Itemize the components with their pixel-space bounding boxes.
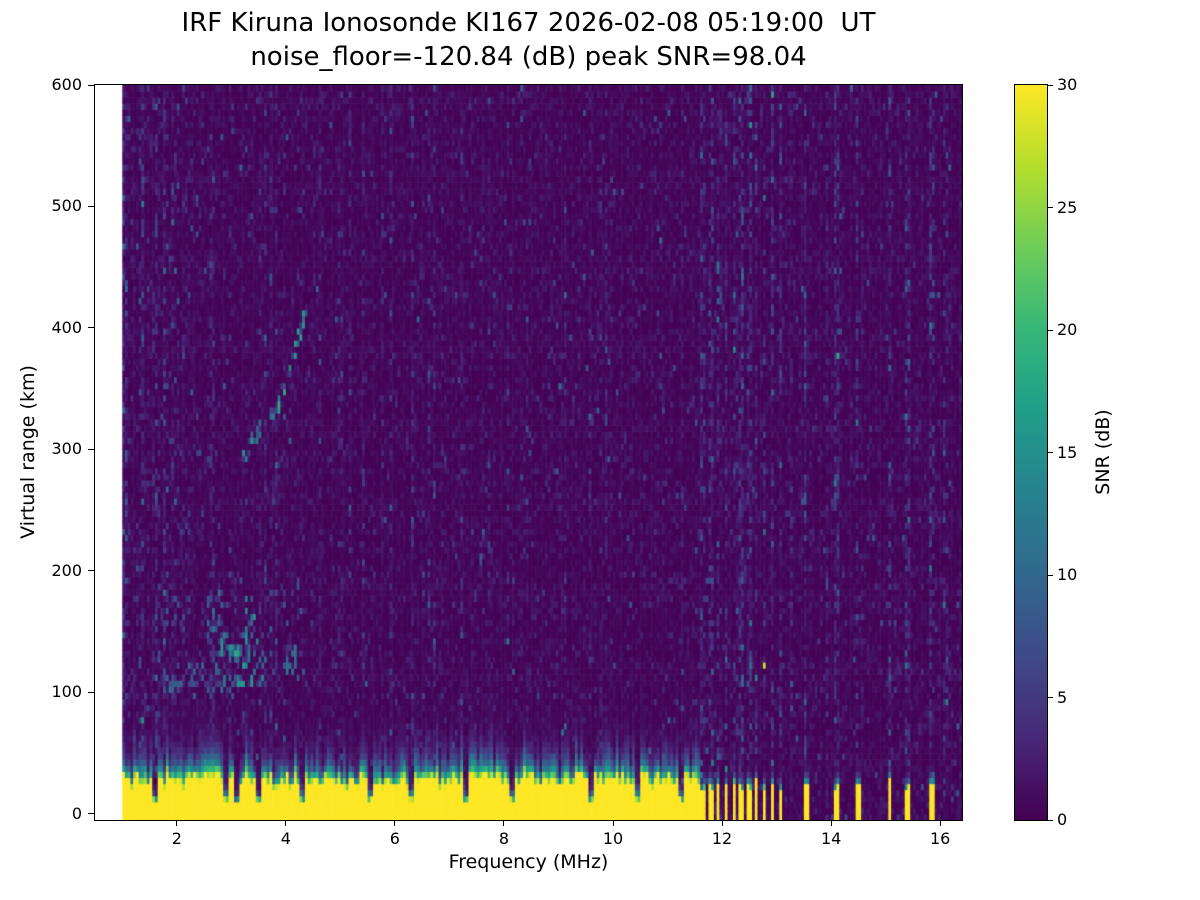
cbar-tick-label: 0 bbox=[1057, 810, 1068, 829]
y-tick bbox=[88, 570, 94, 572]
y-tick bbox=[88, 205, 94, 207]
x-tick bbox=[176, 821, 178, 826]
y-tick-label: 400 bbox=[51, 317, 82, 337]
x-tick-label: 8 bbox=[498, 829, 510, 848]
y-tick-label: 0 bbox=[71, 803, 82, 823]
x-tick-label: 2 bbox=[171, 829, 182, 848]
cbar-tick bbox=[1048, 697, 1053, 698]
x-tick bbox=[394, 821, 396, 826]
cbar-tick bbox=[1048, 84, 1053, 86]
x-tick bbox=[939, 821, 941, 826]
cbar-tick-label: 25 bbox=[1057, 197, 1078, 217]
y-axis-label: Virtual range (km) bbox=[17, 365, 39, 539]
y-tick bbox=[88, 327, 94, 329]
colorbar-label: SNR (dB) bbox=[1092, 409, 1114, 495]
cbar-tick-label: 15 bbox=[1057, 442, 1078, 462]
y-tick bbox=[88, 448, 94, 450]
x-tick bbox=[503, 821, 505, 826]
x-tick-label: 10 bbox=[602, 829, 624, 848]
cbar-tick bbox=[1048, 329, 1053, 331]
x-tick bbox=[721, 821, 723, 826]
y-tick-label: 500 bbox=[51, 196, 82, 216]
chart-subtitle: noise_floor=-120.84 (dB) peak SNR=98.04 bbox=[250, 42, 807, 72]
cbar-tick bbox=[1048, 574, 1053, 576]
cbar-tick bbox=[1048, 819, 1053, 821]
x-tick-label: 4 bbox=[280, 829, 291, 848]
chart-title: IRF Kiruna Ionosonde KI167 2026-02-08 05… bbox=[181, 8, 876, 38]
y-tick bbox=[88, 691, 94, 693]
cbar-tick-label: 5 bbox=[1057, 687, 1068, 707]
x-tick-label: 16 bbox=[930, 829, 951, 848]
y-tick-label: 600 bbox=[51, 75, 82, 94]
plot-area bbox=[94, 84, 963, 821]
x-tick-label: 14 bbox=[820, 829, 842, 848]
y-tick-label: 300 bbox=[51, 439, 82, 459]
x-tick bbox=[285, 821, 287, 826]
x-tick-label: 6 bbox=[389, 829, 400, 848]
colorbar bbox=[1014, 84, 1048, 821]
x-tick-label: 12 bbox=[711, 829, 733, 848]
x-tick bbox=[830, 821, 832, 826]
cbar-tick-label: 10 bbox=[1057, 565, 1078, 584]
y-tick-label: 200 bbox=[51, 560, 82, 580]
y-tick bbox=[88, 813, 94, 815]
cbar-tick-label: 20 bbox=[1057, 320, 1078, 339]
cbar-tick bbox=[1048, 207, 1053, 208]
cbar-tick-label: 30 bbox=[1057, 75, 1078, 94]
cbar-tick bbox=[1048, 452, 1053, 453]
colorbar-canvas bbox=[1015, 85, 1047, 820]
x-axis-label: Frequency (MHz) bbox=[448, 851, 609, 873]
y-tick-label: 100 bbox=[51, 682, 82, 702]
x-tick bbox=[612, 821, 614, 826]
y-tick bbox=[88, 84, 94, 86]
ionogram-canvas bbox=[95, 85, 962, 820]
